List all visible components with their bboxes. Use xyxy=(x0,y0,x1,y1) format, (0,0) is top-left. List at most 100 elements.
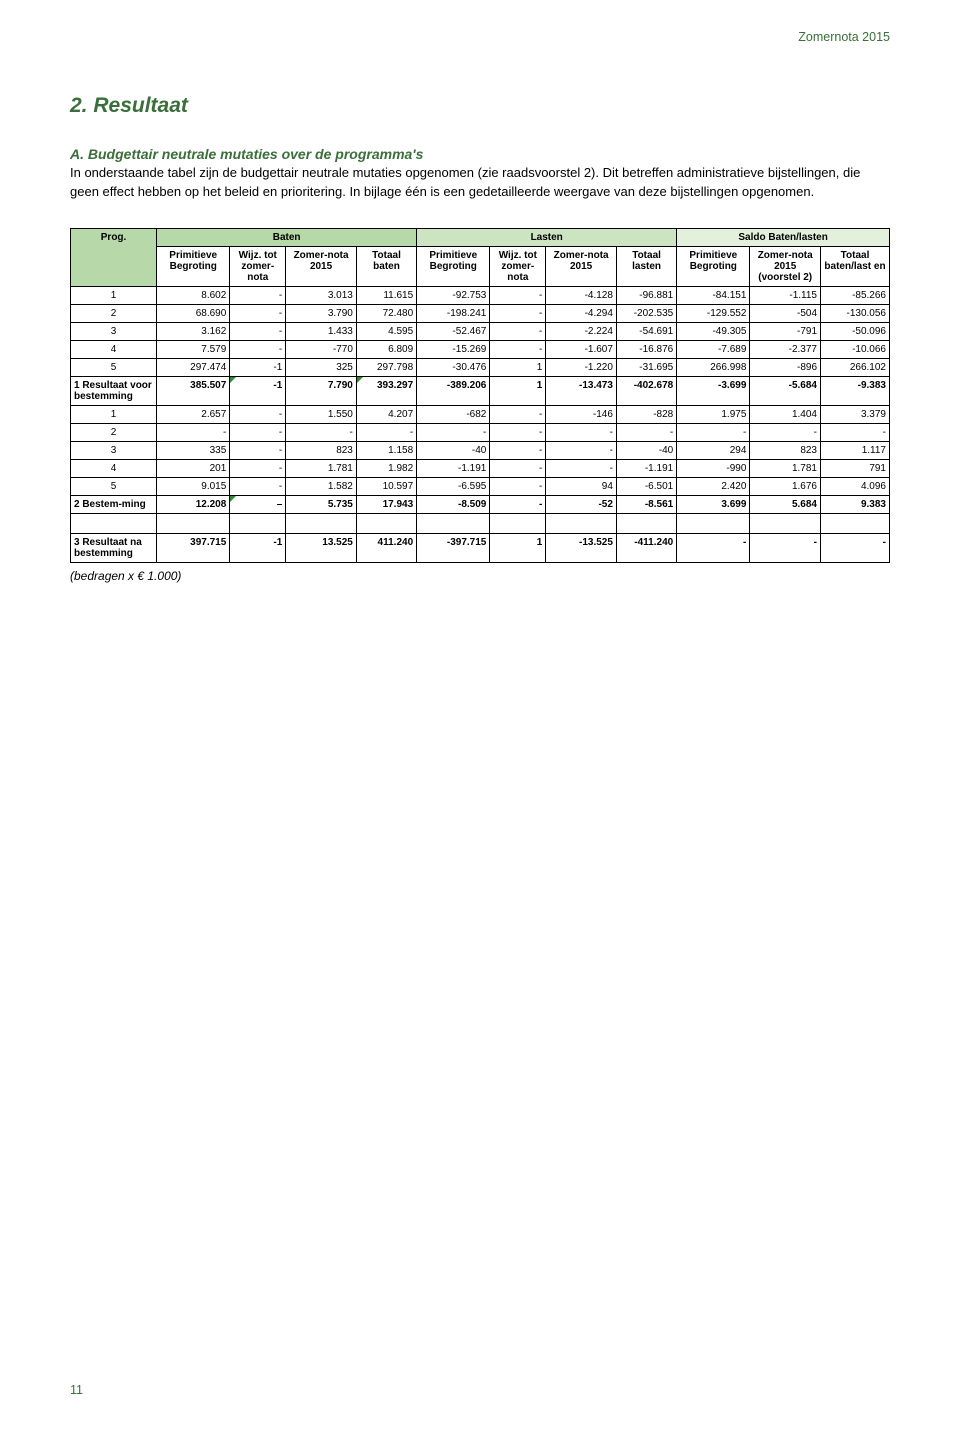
cell: 1.550 xyxy=(286,405,357,423)
col-l-prim: Primitieve Begroting xyxy=(417,246,490,286)
cell: -84.151 xyxy=(677,286,750,304)
cell: -13.473 xyxy=(546,376,617,405)
cell: 1.676 xyxy=(750,477,821,495)
cell: 1.158 xyxy=(356,441,416,459)
cell: - xyxy=(490,477,546,495)
table-row: 47.579--7706.809-15.269--1.607-16.876-7.… xyxy=(71,340,890,358)
cell: -129.552 xyxy=(677,304,750,322)
cell: 791 xyxy=(821,459,890,477)
cell: - xyxy=(750,423,821,441)
table-body: 18.602-3.01311.615-92.753--4.128-96.881-… xyxy=(71,286,890,562)
col-s-tot: Totaal baten/last en xyxy=(821,246,890,286)
spacer-row xyxy=(71,513,890,523)
cell: -85.266 xyxy=(821,286,890,304)
col-b-prim: Primitieve Begroting xyxy=(157,246,230,286)
cell: 1 xyxy=(490,533,546,562)
cell: - xyxy=(286,423,357,441)
row-label: 3 xyxy=(71,441,157,459)
row-label: 5 xyxy=(71,358,157,376)
table-row: 4201-1.7811.982-1.191---1.191-9901.78179… xyxy=(71,459,890,477)
grp-saldo: Saldo Baten/lasten xyxy=(677,228,890,246)
cell: -1 xyxy=(230,376,286,405)
cell: – xyxy=(230,495,286,513)
cell: 1.404 xyxy=(750,405,821,423)
cell: 11.615 xyxy=(356,286,416,304)
cell: 297.798 xyxy=(356,358,416,376)
cell: 1.582 xyxy=(286,477,357,495)
col-prog: Prog. xyxy=(71,228,157,286)
cell: 297.474 xyxy=(157,358,230,376)
spacer-row xyxy=(71,523,890,533)
cell: -13.525 xyxy=(546,533,617,562)
cell: - xyxy=(490,286,546,304)
cell: 1.433 xyxy=(286,322,357,340)
cell: 9.015 xyxy=(157,477,230,495)
table-row: 5297.474-1325297.798-30.4761-1.220-31.69… xyxy=(71,358,890,376)
cell: - xyxy=(490,495,546,513)
cell: -1.607 xyxy=(546,340,617,358)
cell: - xyxy=(490,322,546,340)
cell: 13.525 xyxy=(286,533,357,562)
cell: -40 xyxy=(616,441,676,459)
cell: - xyxy=(230,459,286,477)
cell: 1.781 xyxy=(750,459,821,477)
row-label: 2 Bestem-ming xyxy=(71,495,157,513)
cell: -2.224 xyxy=(546,322,617,340)
cell: -6.501 xyxy=(616,477,676,495)
sub-heading: A. Budgettair neutrale mutaties over de … xyxy=(70,146,890,162)
cell: 266.998 xyxy=(677,358,750,376)
cell: -389.206 xyxy=(417,376,490,405)
cell: -40 xyxy=(417,441,490,459)
row-label: 1 xyxy=(71,405,157,423)
cell: -770 xyxy=(286,340,357,358)
table-row: 59.015-1.58210.597-6.595-94-6.5012.4201.… xyxy=(71,477,890,495)
cell: -1.220 xyxy=(546,358,617,376)
cell: 5.735 xyxy=(286,495,357,513)
row-label: 3 Resultaat na bestemming xyxy=(71,533,157,562)
cell: -9.383 xyxy=(821,376,890,405)
table-row: 268.690-3.79072.480-198.241--4.294-202.5… xyxy=(71,304,890,322)
col-l-wijz: Wijz. tot zomer-nota xyxy=(490,246,546,286)
cell: 1 xyxy=(490,358,546,376)
cell: -54.691 xyxy=(616,322,676,340)
cell: 1.982 xyxy=(356,459,416,477)
cell: -791 xyxy=(750,322,821,340)
cell: - xyxy=(230,286,286,304)
cell: 3.699 xyxy=(677,495,750,513)
cell: 5.684 xyxy=(750,495,821,513)
cell: 823 xyxy=(286,441,357,459)
cell: 7.579 xyxy=(157,340,230,358)
cell: -4.294 xyxy=(546,304,617,322)
col-s-zomer: Zomer-nota 2015 (voorstel 2) xyxy=(750,246,821,286)
cell: -7.689 xyxy=(677,340,750,358)
cell: -397.715 xyxy=(417,533,490,562)
cell: - xyxy=(821,533,890,562)
cell: -202.535 xyxy=(616,304,676,322)
cell: - xyxy=(490,441,546,459)
cell: -1.115 xyxy=(750,286,821,304)
cell: -3.699 xyxy=(677,376,750,405)
row-label: 4 xyxy=(71,340,157,358)
cell: -10.066 xyxy=(821,340,890,358)
cell: 3.790 xyxy=(286,304,357,322)
cell: - xyxy=(821,423,890,441)
cell: 411.240 xyxy=(356,533,416,562)
cell: 4.207 xyxy=(356,405,416,423)
cell: 266.102 xyxy=(821,358,890,376)
cell: -1.191 xyxy=(616,459,676,477)
col-l-tot: Totaal lasten xyxy=(616,246,676,286)
cell: - xyxy=(750,533,821,562)
cell: -896 xyxy=(750,358,821,376)
cell: 393.297 xyxy=(356,376,416,405)
page: Zomernota 2015 2. Resultaat A. Budgettai… xyxy=(0,0,960,1431)
cell: - xyxy=(230,441,286,459)
cell: 3.379 xyxy=(821,405,890,423)
cell: -411.240 xyxy=(616,533,676,562)
cell: 3.013 xyxy=(286,286,357,304)
cell: - xyxy=(616,423,676,441)
cell: -31.695 xyxy=(616,358,676,376)
cell: - xyxy=(546,459,617,477)
doc-header: Zomernota 2015 xyxy=(70,30,890,44)
cell: -16.876 xyxy=(616,340,676,358)
col-b-wijz: Wijz. tot zomer-nota xyxy=(230,246,286,286)
